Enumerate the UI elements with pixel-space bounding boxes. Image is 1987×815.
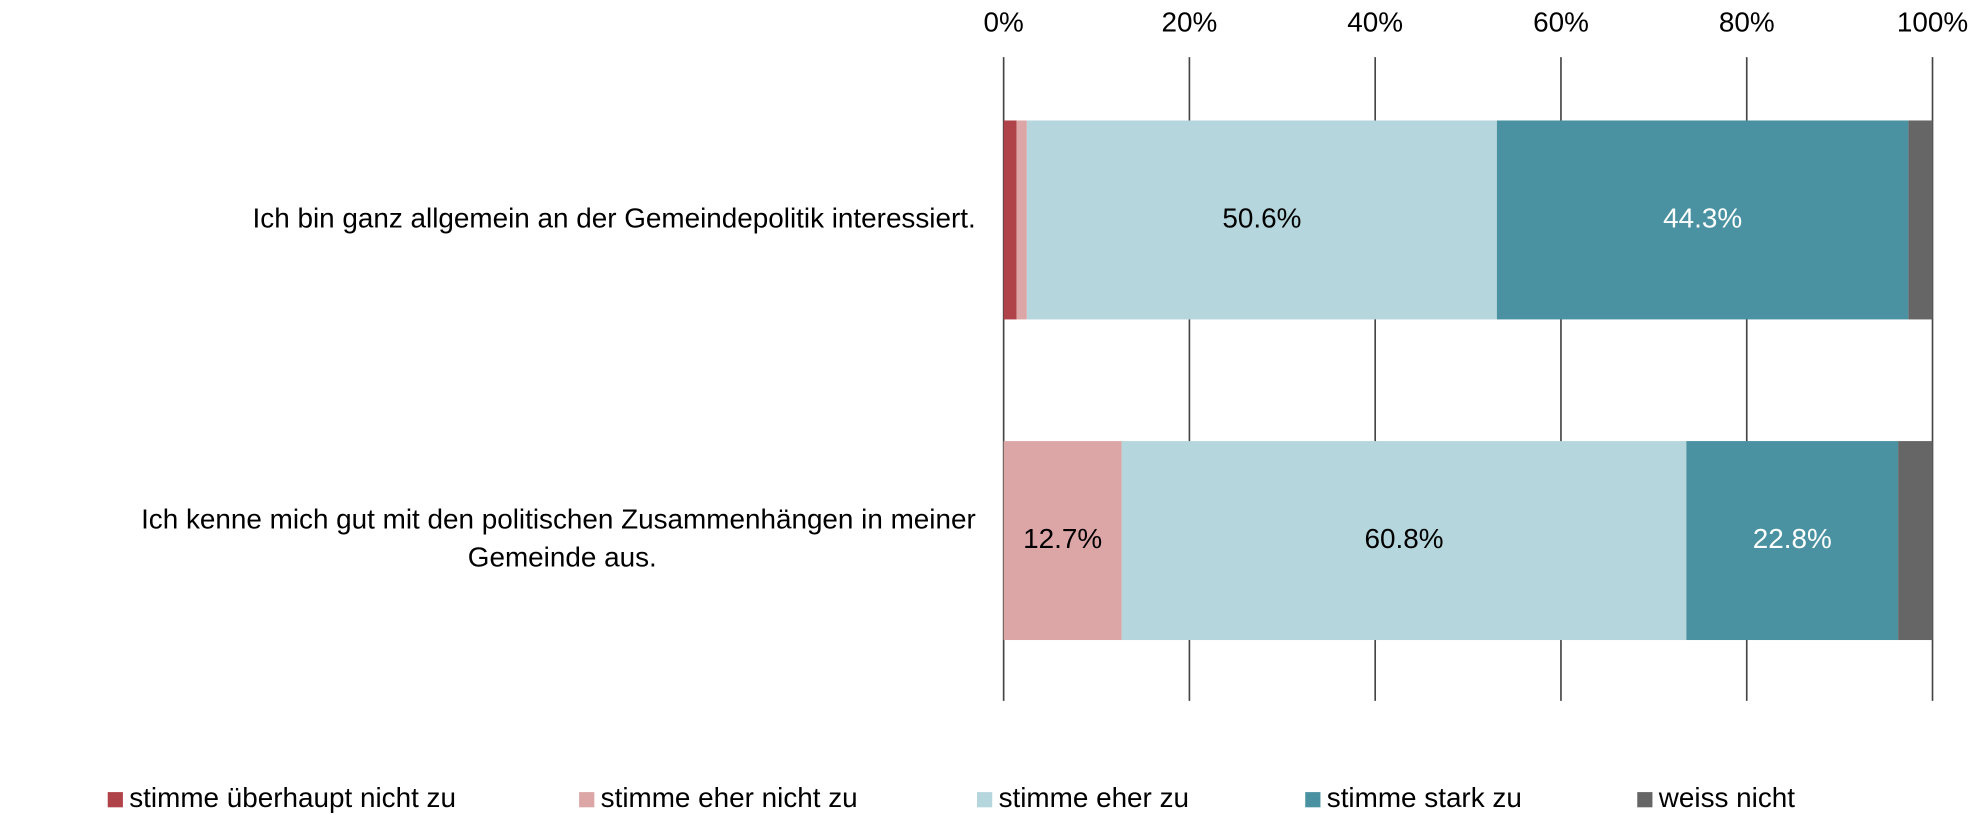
category-label: Ich bin ganz allgemein an der Gemeindepo… xyxy=(253,202,976,233)
x-tick-label: 60% xyxy=(1533,7,1589,38)
legend-item: stimme eher nicht zu xyxy=(579,782,858,813)
bar-segment xyxy=(1016,120,1027,320)
legend-item: stimme stark zu xyxy=(1305,782,1522,813)
x-tick-label: 20% xyxy=(1162,7,1218,38)
legend-swatch xyxy=(1637,792,1653,808)
value-label: 60.8% xyxy=(1364,523,1443,554)
legend-swatch xyxy=(107,792,123,808)
legend-label: weiss nicht xyxy=(1658,782,1796,813)
bar-segment xyxy=(1908,120,1933,320)
legend-swatch xyxy=(579,792,595,808)
x-tick-label: 80% xyxy=(1719,7,1775,38)
x-tick-label: 40% xyxy=(1347,7,1403,38)
legend-label: stimme überhaupt nicht zu xyxy=(129,782,456,813)
value-label: 50.6% xyxy=(1222,202,1301,233)
category-label: Ich kenne mich gut mit den politischen Z… xyxy=(141,504,976,573)
legend-item: stimme eher zu xyxy=(977,782,1189,813)
bar-segment xyxy=(1496,120,1909,320)
bar-segment xyxy=(1026,120,1497,320)
legend-label: stimme eher nicht zu xyxy=(601,782,858,813)
value-label: 12.7% xyxy=(1023,523,1102,554)
legend-item: weiss nicht xyxy=(1637,782,1795,813)
bar-segment xyxy=(1898,441,1933,641)
value-label: 22.8% xyxy=(1753,523,1832,554)
legend-swatch xyxy=(977,792,993,808)
value-label: 44.3% xyxy=(1663,202,1742,233)
x-tick-label: 100% xyxy=(1897,7,1968,38)
legend-item: stimme überhaupt nicht zu xyxy=(107,782,456,813)
legend-swatch xyxy=(1305,792,1321,808)
x-tick-label: 0% xyxy=(984,7,1024,38)
bar-segment xyxy=(1003,441,1122,641)
bar-segment xyxy=(1686,441,1899,641)
bar-segment xyxy=(1121,441,1687,641)
legend-label: stimme eher zu xyxy=(999,782,1189,813)
bar-segment xyxy=(1003,120,1017,320)
legend-label: stimme stark zu xyxy=(1327,782,1522,813)
